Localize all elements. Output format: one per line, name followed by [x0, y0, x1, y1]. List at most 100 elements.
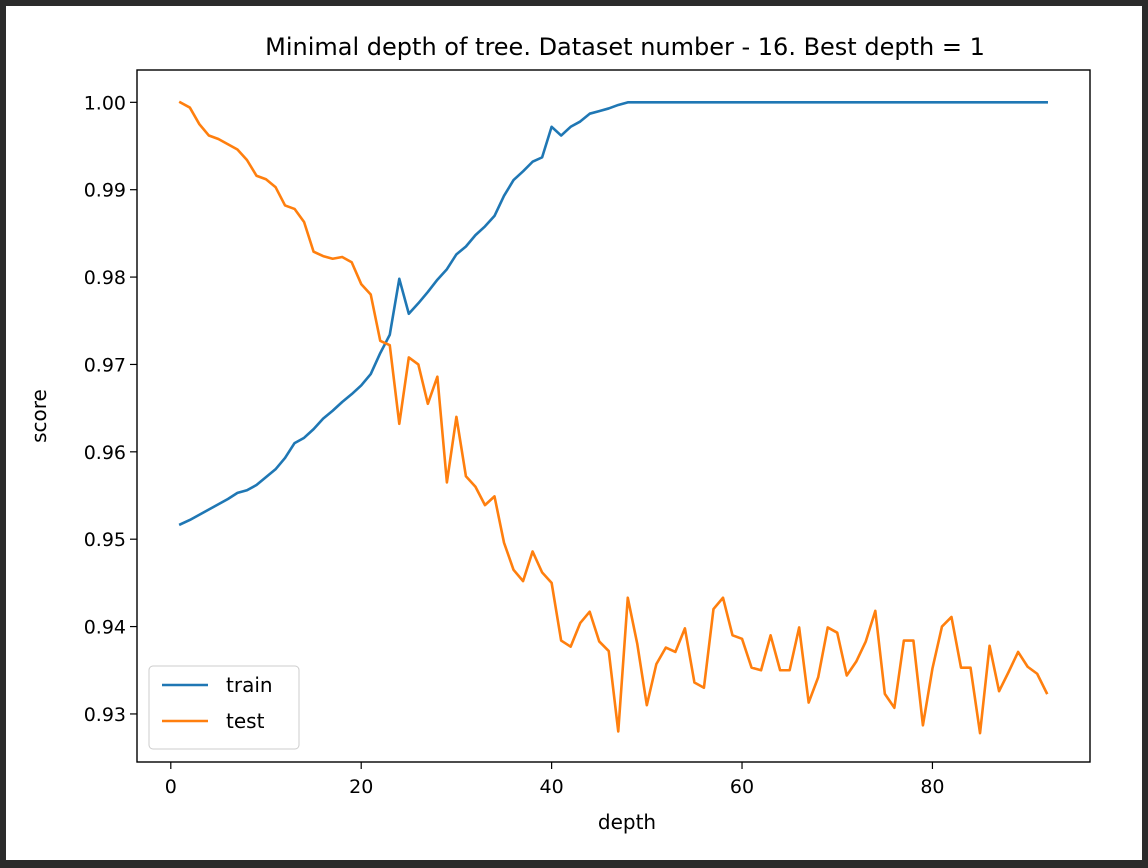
data-point-train	[512, 179, 515, 182]
data-point-train	[712, 101, 715, 104]
data-point-train	[446, 268, 449, 271]
data-point-test	[979, 732, 982, 735]
data-point-test	[274, 186, 277, 189]
legend: train test	[148, 665, 300, 750]
data-point-test	[903, 639, 906, 642]
data-point-test	[522, 580, 525, 583]
data-point-train	[1007, 101, 1010, 104]
data-point-train	[255, 484, 258, 487]
data-point-train	[807, 101, 810, 104]
y-tick-label: 1.00	[84, 92, 126, 114]
data-point-test	[912, 639, 915, 642]
data-point-test	[427, 402, 430, 405]
data-point-train	[522, 170, 525, 173]
data-point-train	[874, 101, 877, 104]
data-point-train	[979, 101, 982, 104]
data-point-test	[322, 255, 325, 258]
data-point-train	[607, 107, 610, 110]
data-point-test	[665, 646, 668, 649]
data-point-test	[646, 704, 649, 707]
data-point-test	[788, 669, 791, 672]
data-point-test	[227, 143, 230, 146]
x-axis-title: depth	[598, 810, 656, 834]
data-point-train	[198, 513, 201, 516]
data-point-train	[465, 245, 468, 248]
data-point-train	[1045, 101, 1048, 104]
y-tick-label: 0.99	[84, 180, 126, 202]
data-point-test	[626, 596, 629, 599]
data-point-test	[741, 638, 744, 641]
data-point-train	[227, 498, 230, 501]
data-point-train	[598, 110, 601, 113]
data-point-test	[293, 208, 296, 211]
data-point-test	[826, 626, 829, 629]
data-point-train	[674, 101, 677, 104]
data-point-train	[750, 101, 753, 104]
data-point-train	[408, 312, 411, 315]
data-point-test	[769, 634, 772, 637]
data-point-test	[1045, 692, 1048, 695]
data-point-test	[379, 340, 382, 343]
data-point-test	[303, 221, 306, 224]
data-point-train	[303, 437, 306, 440]
data-point-train	[331, 409, 334, 412]
data-point-test	[179, 101, 182, 104]
data-point-test	[617, 730, 620, 733]
data-point-test	[579, 622, 582, 625]
series-line-test	[178, 100, 1049, 735]
data-point-test	[836, 631, 839, 634]
data-point-test	[855, 660, 858, 663]
data-point-test	[598, 640, 601, 643]
data-point-test	[588, 610, 591, 613]
data-point-test	[398, 423, 401, 426]
series-layer	[178, 100, 1049, 735]
data-point-test	[436, 375, 439, 378]
data-point-test	[474, 485, 477, 488]
data-point-train	[1036, 101, 1039, 104]
data-point-test	[703, 686, 706, 689]
data-point-test	[950, 616, 953, 619]
data-point-test	[960, 666, 963, 669]
data-point-train	[236, 492, 239, 495]
data-point-train	[398, 278, 401, 281]
data-point-train	[893, 101, 896, 104]
data-point-test	[503, 541, 506, 544]
data-point-test	[874, 610, 877, 613]
data-point-train	[541, 156, 544, 159]
x-tick-label: 0	[165, 776, 177, 798]
data-point-test	[541, 571, 544, 574]
data-point-test	[360, 283, 363, 286]
data-point-train	[550, 125, 553, 128]
data-point-train	[427, 291, 430, 294]
plot-area	[136, 69, 1091, 763]
data-point-train	[626, 101, 629, 104]
data-point-train	[474, 234, 477, 237]
data-point-train	[379, 352, 382, 355]
data-point-test	[236, 148, 239, 151]
data-point-test	[655, 663, 658, 666]
data-point-test	[388, 344, 391, 347]
y-tick-label: 0.98	[84, 267, 126, 289]
y-axis-title: score	[27, 389, 51, 443]
data-point-train	[798, 101, 801, 104]
x-tick-label: 60	[730, 776, 754, 798]
data-point-train	[903, 101, 906, 104]
data-point-train	[189, 519, 192, 522]
data-point-train	[864, 101, 867, 104]
data-point-train	[455, 253, 458, 256]
data-point-test	[931, 667, 934, 670]
data-point-test	[684, 627, 687, 630]
plot-frame	[136, 69, 1091, 763]
data-point-test	[408, 356, 411, 359]
data-point-train	[788, 101, 791, 104]
data-point-test	[636, 643, 639, 646]
data-point-train	[1026, 101, 1029, 104]
data-point-train	[417, 302, 420, 305]
data-point-train	[531, 160, 534, 163]
data-point-test	[779, 669, 782, 672]
data-point-test	[217, 138, 220, 141]
data-point-test	[512, 568, 515, 571]
data-point-train	[617, 104, 620, 107]
data-point-test	[265, 178, 268, 181]
data-point-train	[741, 101, 744, 104]
